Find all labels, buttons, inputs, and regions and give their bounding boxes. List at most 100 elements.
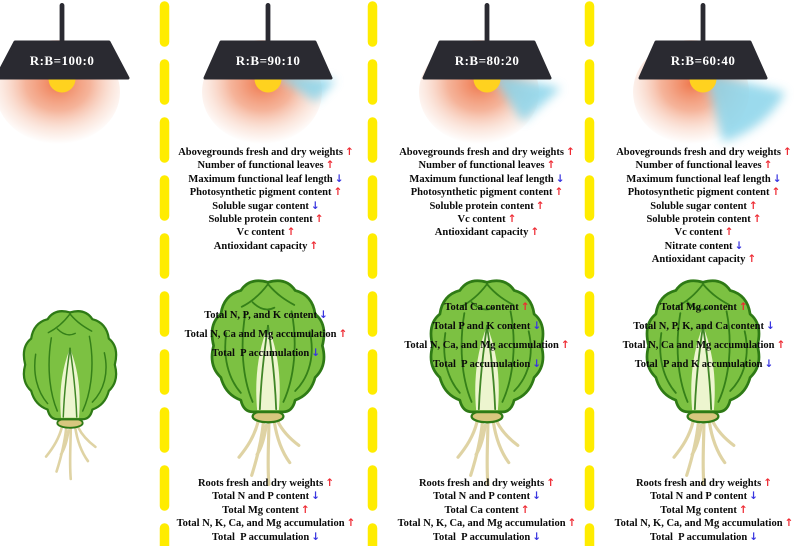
trait-item: Roots fresh and dry weights ↑ — [598, 477, 800, 490]
trait-label: Total N, K, Ca, and Mg accumulation — [614, 518, 783, 530]
trait-label: Roots fresh and dry weights — [635, 478, 762, 489]
trait-label: Total P accumulation — [432, 531, 531, 543]
lamp-ratio-label: R:B=80:20 — [455, 53, 520, 68]
grow-light-lamp: R:B=90:10 — [202, 3, 336, 144]
up-arrow-icon: ↑ — [333, 186, 343, 199]
trait-label: Roots fresh and dry weights — [418, 478, 545, 489]
down-arrow-icon: ↓ — [749, 490, 758, 503]
trait-item: Abovegrounds fresh and dry weights ↑ — [598, 146, 800, 159]
down-arrow-icon: ↓ — [764, 358, 774, 370]
trait-label: Nitrate content — [664, 240, 733, 252]
down-arrow-icon: ↓ — [334, 172, 344, 185]
up-arrow-icon: ↑ — [724, 226, 734, 239]
up-arrow-icon: ↑ — [520, 301, 530, 313]
down-arrow-icon: ↓ — [310, 199, 320, 212]
lamp-rod — [59, 3, 65, 44]
up-arrow-icon: ↑ — [286, 226, 296, 239]
trait-item: Abovegrounds fresh and dry weights ↑ — [381, 146, 593, 159]
trait-item: Vc content ↑ — [381, 213, 593, 226]
down-arrow-icon: ↓ — [765, 320, 775, 332]
trait-item: Photosynthetic pigment content ↑ — [160, 186, 372, 199]
grow-light-lamp: R:B=100:0 — [0, 3, 130, 144]
trait-item: Total P accumulation ↓ — [160, 531, 372, 544]
trait-label: Total N, P, and K content — [204, 310, 317, 321]
down-arrow-icon: ↓ — [318, 309, 328, 321]
trait-item: Total P accumulation ↓ — [160, 344, 372, 363]
up-arrow-icon: ↑ — [567, 517, 577, 530]
lamp-shade — [203, 40, 333, 80]
column-divider — [159, 1, 170, 546]
up-arrow-icon: ↑ — [763, 159, 773, 172]
column-divider — [367, 1, 378, 546]
trait-label: Total Mg content — [660, 504, 737, 516]
trait-label: Total P and K content — [432, 321, 531, 332]
grow-light-lamp: R:B=80:20 — [419, 3, 561, 144]
trait-item: Antioxidant capacity ↑ — [160, 240, 372, 253]
leaf-mineral-traits-list: Total N, P, and K content ↓ Total N, Ca a… — [160, 306, 372, 363]
trait-label: Total P accumulation — [649, 531, 748, 543]
trait-label: Antioxidant capacity — [434, 227, 529, 239]
up-arrow-icon: ↑ — [554, 186, 564, 199]
trait-item: Total P accumulation ↓ — [598, 531, 800, 544]
blue-light-glow — [489, 72, 561, 122]
trait-label: Abovegrounds fresh and dry weights — [616, 147, 781, 158]
up-arrow-icon: ↑ — [738, 301, 748, 313]
trait-item: Total Mg content ↑ — [598, 298, 800, 317]
trait-item: Soluble sugar content ↓ — [160, 200, 372, 213]
up-arrow-icon: ↑ — [325, 477, 335, 489]
trait-label: Total N, K, Ca, and Mg accumulation — [397, 518, 566, 530]
trait-item: Total P and K accumulation ↓ — [598, 355, 800, 374]
trait-label: Abovegrounds fresh and dry weights — [399, 147, 564, 158]
up-arrow-icon: ↑ — [784, 517, 794, 530]
trait-label: Soluble sugar content — [650, 200, 747, 212]
up-arrow-icon: ↑ — [546, 159, 556, 172]
trait-label: Antioxidant capacity — [213, 240, 308, 252]
blue-light-glow — [705, 72, 785, 142]
up-arrow-icon: ↑ — [535, 199, 545, 212]
trait-item: Maximum functional leaf length ↓ — [381, 173, 593, 186]
up-arrow-icon: ↑ — [560, 339, 570, 351]
trait-label: Total Ca content — [444, 504, 519, 516]
up-arrow-icon: ↑ — [344, 146, 354, 158]
trait-item: Total Mg content ↑ — [598, 504, 800, 517]
up-arrow-icon: ↑ — [747, 253, 757, 266]
trait-item: Maximum functional leaf length ↓ — [160, 173, 372, 186]
trait-label: Total N, Ca, and Mg accumulation — [404, 340, 559, 351]
trait-item: Roots fresh and dry weights ↑ — [160, 477, 372, 490]
down-arrow-icon: ↓ — [311, 347, 321, 359]
trait-item: Maximum functional leaf length ↓ — [598, 173, 800, 186]
up-arrow-icon: ↑ — [748, 199, 758, 212]
lamp-shade — [0, 40, 130, 80]
trait-label: Total N, P, K, and Ca content — [633, 321, 764, 332]
lettuce-plant-illustration — [14, 299, 126, 482]
trait-label: Total N and P content — [433, 491, 531, 503]
trait-item: Soluble sugar content ↑ — [598, 200, 800, 213]
trait-item: Total N, P, and K content ↓ — [160, 306, 372, 325]
trait-item: Roots fresh and dry weights ↑ — [381, 477, 593, 490]
trait-item: Total P and K content ↓ — [381, 317, 593, 336]
trait-label: Total N, K, Ca, and Mg accumulation — [176, 518, 345, 530]
lettuce-plant-illustration — [200, 266, 336, 488]
root-traits-list: Roots fresh and dry weights ↑ Total N and… — [381, 477, 593, 544]
trait-item: Total N and P content ↓ — [381, 490, 593, 503]
up-arrow-icon: ↑ — [338, 328, 348, 340]
trait-label: Total P accumulation — [211, 531, 310, 543]
up-arrow-icon: ↑ — [314, 213, 324, 226]
lamp-shade — [422, 40, 552, 80]
down-arrow-icon: ↓ — [532, 530, 542, 543]
trait-item: Total Ca content ↑ — [381, 298, 593, 317]
aboveground-traits-list: Abovegrounds fresh and dry weights ↑ Numb… — [160, 146, 372, 253]
trait-label: Total Mg content — [660, 302, 737, 313]
down-arrow-icon: ↓ — [772, 172, 782, 185]
trait-label: Photosynthetic pigment content — [189, 187, 332, 199]
grow-light-lamp: R:B=60:40 — [633, 3, 785, 144]
trait-item: Vc content ↑ — [598, 226, 800, 239]
trait-item: Total N, Ca and Mg accumulation ↑ — [598, 336, 800, 355]
trait-item: Abovegrounds fresh and dry weights ↑ — [160, 146, 372, 159]
trait-label: Number of functional leaves — [635, 160, 762, 172]
trait-item: Total N, K, Ca, and Mg accumulation ↑ — [160, 517, 372, 530]
trait-label: Vc content — [457, 214, 506, 226]
trait-label: Roots fresh and dry weights — [197, 478, 324, 489]
trait-item: Total N and P content ↓ — [598, 490, 800, 503]
